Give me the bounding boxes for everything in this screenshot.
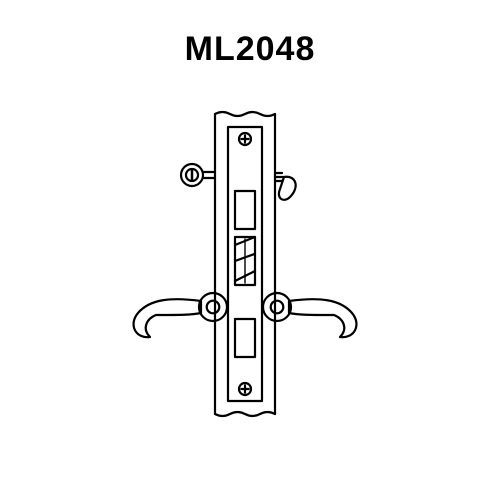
lever-hub-right: [263, 293, 291, 321]
lever-hub-right-inner: [271, 301, 284, 314]
cylinder-tail: [203, 172, 215, 178]
body-top-break: [215, 112, 275, 116]
lever-right: [289, 299, 356, 337]
lever-hub-left: [199, 293, 227, 321]
mortise-lock-diagram: [90, 79, 410, 459]
lever-left: [134, 299, 201, 337]
body-bottom-break: [215, 412, 275, 416]
product-model-number: ML2048: [185, 30, 316, 69]
opening-0: [235, 191, 255, 229]
opening-2: [235, 319, 255, 357]
lever-hub-left-inner: [207, 301, 220, 314]
